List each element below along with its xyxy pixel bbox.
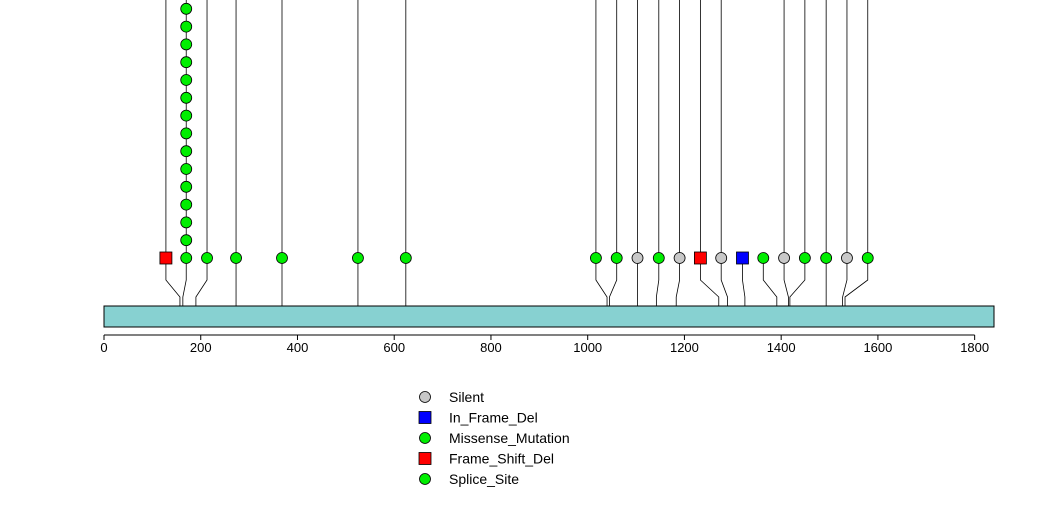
mutation-connector: [195, 258, 208, 306]
mutation-marker: [180, 74, 193, 86]
legend-marker: [419, 473, 431, 485]
mutation-connector: [762, 258, 778, 306]
x-tick-label: 800: [480, 340, 502, 355]
mutation-marker: [180, 91, 193, 104]
mutation-connector: [783, 258, 789, 306]
legend-label: Silent: [449, 389, 484, 405]
mutation-marker: [180, 180, 193, 193]
mutation-marker: [631, 252, 644, 264]
mutation-marker: [180, 109, 193, 122]
x-tick-label: 200: [190, 340, 212, 355]
mutation-marker: [778, 252, 790, 264]
legend-label: In_Frame_Del: [449, 410, 538, 426]
mutation-marker: [159, 251, 173, 265]
mutation-marker: [201, 252, 213, 264]
mutation-connector: [165, 258, 181, 306]
x-tick-label: 0: [100, 340, 107, 355]
mutation-marker: [180, 2, 193, 15]
mutation-marker: [715, 252, 728, 264]
legend-label: Splice_Site: [449, 471, 519, 487]
x-tick-label: 1800: [960, 340, 989, 355]
mutation-marker: [180, 38, 193, 51]
legend-label: Frame_Shift_Del: [449, 451, 554, 467]
legend-label: Missense_Mutation: [449, 430, 570, 446]
mutation-marker: [673, 252, 686, 264]
x-tick-label: 600: [383, 340, 405, 355]
mutation-connector: [844, 258, 869, 306]
mutation-connector: [742, 258, 746, 306]
mutation-connector: [609, 258, 618, 306]
mutation-marker: [610, 252, 623, 264]
mutation-connector: [720, 258, 728, 306]
mutation-marker: [861, 252, 874, 264]
mutation-connector: [675, 258, 680, 306]
mutation-marker: [841, 252, 853, 264]
mutation-marker: [820, 252, 833, 264]
mutation-connector: [842, 258, 848, 306]
legend-marker: [418, 452, 432, 465]
x-tick-label: 1200: [670, 340, 699, 355]
legend-marker: [418, 411, 432, 424]
legend-marker: [419, 432, 431, 444]
mutation-marker: [180, 145, 193, 158]
mutation-connector: [595, 258, 608, 306]
mutation-marker: [180, 163, 193, 175]
mutation-connector: [699, 258, 720, 306]
x-tick-label: 1400: [767, 340, 796, 355]
mutation-marker: [590, 252, 602, 264]
mutation-marker: [399, 252, 412, 264]
mutation-connector: [789, 258, 806, 306]
mutation-marker: [352, 252, 364, 264]
mutation-marker: [230, 252, 242, 264]
mutation-stems: [165, 0, 869, 306]
legend: Silent In_Frame_Del Missense_Mutation Frame…: [418, 389, 570, 487]
protein-bar: [103, 305, 995, 328]
mutation-connector: [182, 258, 187, 306]
mutation-marker: [180, 56, 193, 69]
mutation-marker: [180, 127, 193, 140]
mutation-marker: [180, 20, 193, 33]
mutation-markers: [159, 2, 874, 265]
x-tick-label: 1000: [573, 340, 602, 355]
mutation-connector: [655, 258, 660, 306]
mutation-marker: [798, 252, 811, 264]
mutation-marker: [180, 198, 193, 211]
x-axis: 0 200 400 600 800 1000 1200 1400 1600 1800: [100, 334, 989, 355]
legend-marker: [419, 391, 431, 403]
mutation-marker: [180, 252, 193, 264]
x-tick-label: 400: [287, 340, 309, 355]
x-tick-label: 1600: [863, 340, 892, 355]
mutation-marker: [757, 252, 770, 264]
mutation-marker: [180, 234, 193, 247]
mutation-marker: [276, 252, 288, 264]
mutation-marker: [180, 216, 193, 229]
mutation-marker: [652, 252, 665, 264]
mutation-marker: [736, 251, 749, 265]
mutation-marker: [693, 251, 707, 265]
